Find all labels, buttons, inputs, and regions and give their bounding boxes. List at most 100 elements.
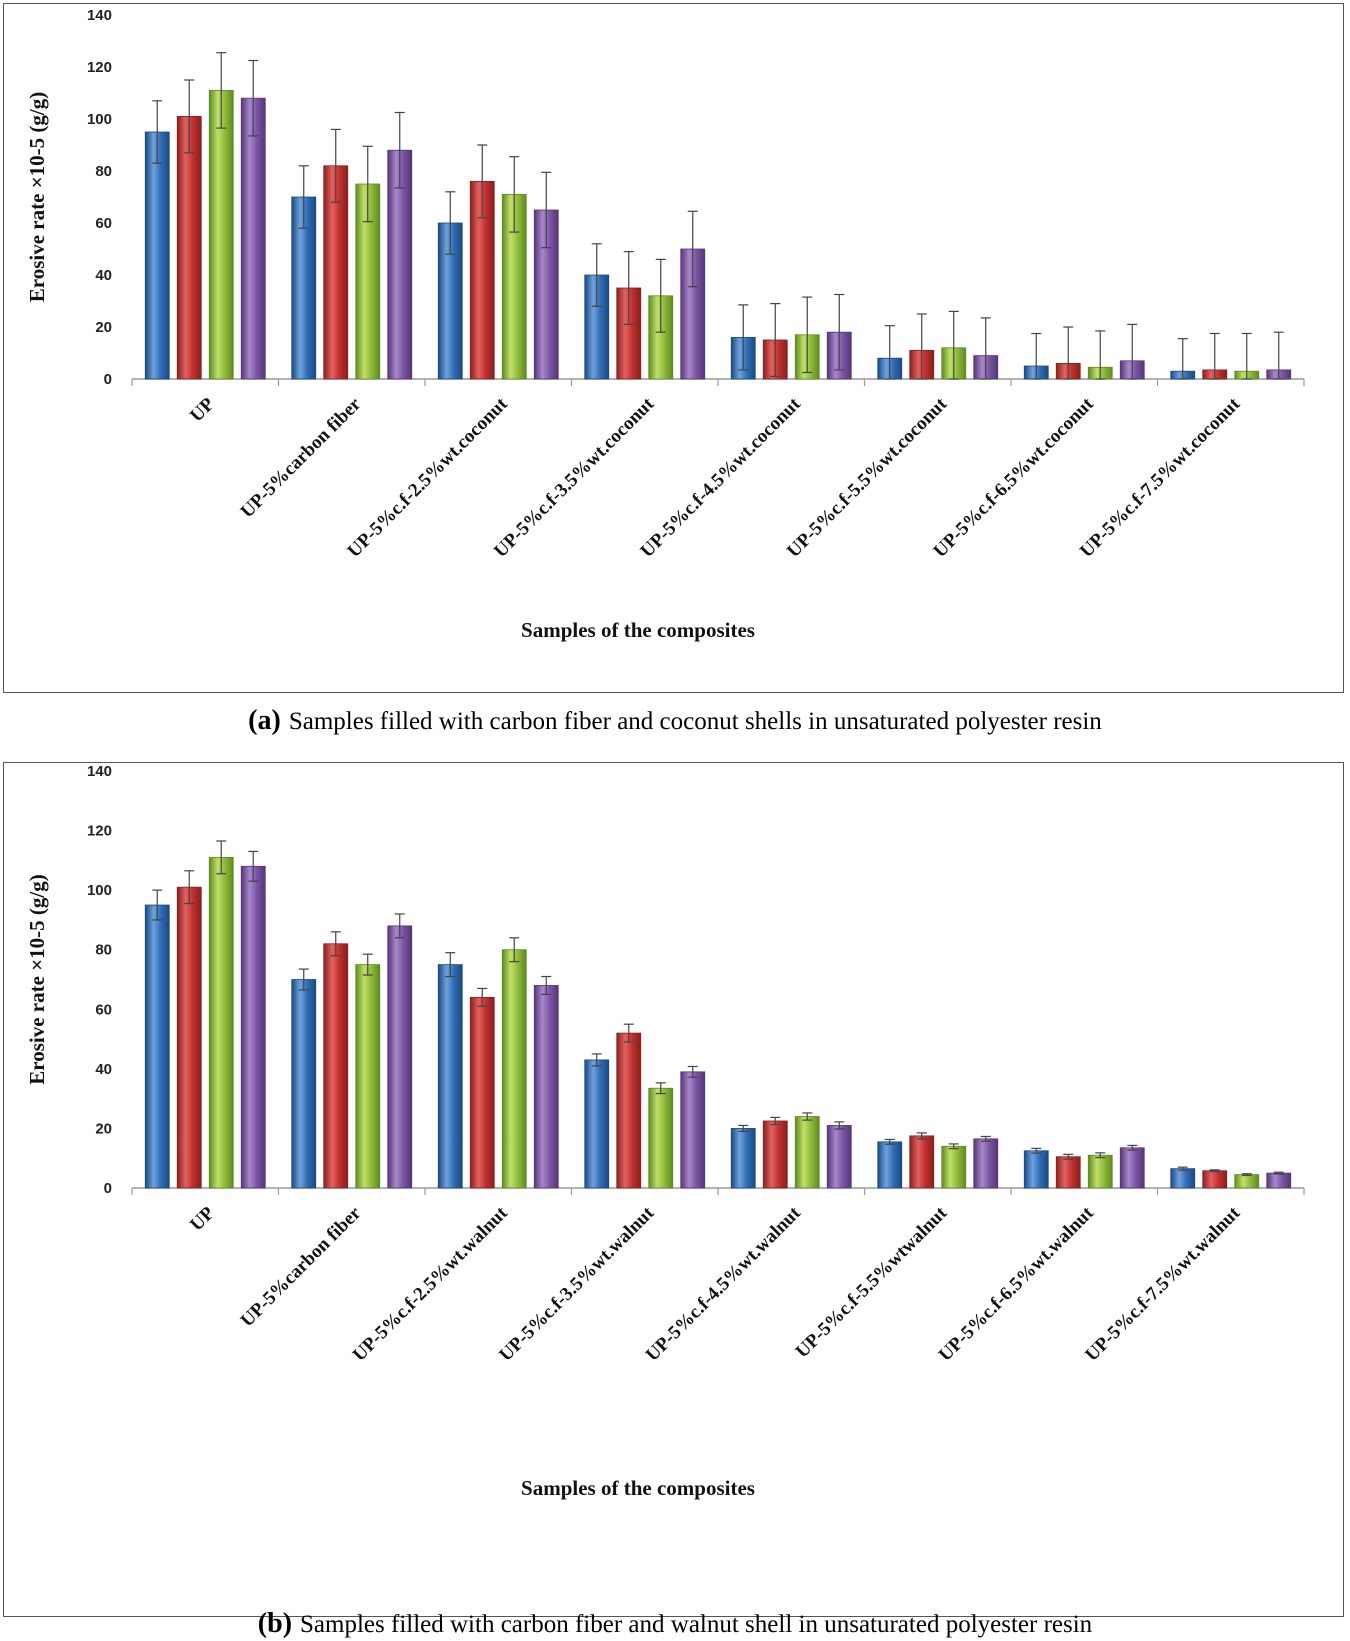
y-tick-label: 20 xyxy=(95,1120,112,1137)
error-bar xyxy=(541,975,552,995)
caption-tag-b: (b) xyxy=(257,1608,293,1639)
error-bar xyxy=(1209,332,1220,380)
error-bar xyxy=(394,111,405,189)
bar xyxy=(208,90,234,380)
error-bar xyxy=(623,1023,634,1043)
error-bar xyxy=(1209,1169,1220,1173)
error-bar xyxy=(802,296,813,374)
caption-tag-a: (a) xyxy=(248,705,281,736)
y-tick-label: 120 xyxy=(87,59,112,76)
error-bar xyxy=(445,952,456,978)
y-tick-label: 80 xyxy=(95,942,112,959)
category-label: UP-5%carbon fiber xyxy=(237,1202,366,1331)
bar xyxy=(826,1125,852,1189)
error-bar xyxy=(216,840,227,875)
error-bar xyxy=(1095,1152,1106,1159)
bar xyxy=(240,865,266,1189)
error-bar xyxy=(884,1138,895,1145)
y-tick-label: 140 xyxy=(87,7,112,24)
category-label: UP-5%c.f-7.5%wt.walnut xyxy=(1081,1202,1244,1365)
bar xyxy=(176,116,202,380)
category-label: UP-5%c.f-4.5%wt.walnut xyxy=(642,1202,805,1365)
bar xyxy=(291,979,317,1189)
error-bar xyxy=(948,310,959,380)
error-bar xyxy=(1177,338,1188,380)
error-bar xyxy=(591,243,602,307)
category-label: UP xyxy=(186,393,219,426)
error-bar xyxy=(770,303,781,377)
error-bar xyxy=(655,1082,666,1095)
bar xyxy=(208,856,234,1189)
error-bar xyxy=(980,317,991,380)
error-bar xyxy=(802,1112,813,1121)
error-bar xyxy=(770,1116,781,1126)
y-tick-label: 100 xyxy=(87,111,112,128)
error-bar xyxy=(916,1132,927,1140)
error-bar xyxy=(655,258,666,333)
y-tick-label: 100 xyxy=(87,882,112,899)
y-tick-label: 0 xyxy=(104,1180,112,1197)
bar xyxy=(1266,1172,1292,1189)
chart-panel-a: 0 20 40 60 80 100 120 140 UP UP-5%carbon fiber UP-… xyxy=(3,3,1344,693)
error-bar xyxy=(1241,332,1252,380)
category-label: UP-5%c.f-2.5%wt.coconut xyxy=(344,393,513,562)
error-bar xyxy=(298,165,309,229)
error-bar xyxy=(541,171,552,249)
y-axis-title: Erosive rate ×10-5 (g/g) xyxy=(25,874,49,1084)
error-bar xyxy=(184,870,195,905)
error-bar xyxy=(330,931,341,957)
error-bar xyxy=(1063,326,1074,380)
error-bar xyxy=(362,145,373,223)
bar xyxy=(1234,1174,1260,1189)
bar xyxy=(909,1135,935,1189)
error-bar xyxy=(1127,1144,1138,1151)
error-bar xyxy=(980,1135,991,1142)
bar xyxy=(387,925,413,1189)
bar xyxy=(437,964,463,1189)
error-bar xyxy=(1095,330,1106,380)
error-bar xyxy=(362,953,373,976)
bar xyxy=(144,904,170,1189)
y-tick-label: 60 xyxy=(95,215,112,232)
error-bar xyxy=(738,1124,749,1133)
bar xyxy=(794,1116,820,1189)
category-label: UP-5%c.f-6.5%wt.coconut xyxy=(930,393,1099,562)
bar xyxy=(176,886,202,1189)
error-bar xyxy=(184,79,195,154)
category-label: UP-5%c.f-3.5%wt.coconut xyxy=(490,393,659,562)
bar xyxy=(355,964,381,1189)
error-bar xyxy=(477,144,488,219)
error-bar xyxy=(687,210,698,288)
error-bar xyxy=(1063,1153,1074,1160)
figure-caption-b: (b) Samples filled with carbon fiber and … xyxy=(0,1608,1350,1640)
bar xyxy=(762,1120,788,1189)
bar xyxy=(584,1059,610,1189)
category-label: UP xyxy=(186,1202,219,1235)
bar xyxy=(323,943,349,1189)
bar xyxy=(469,996,495,1189)
error-bar xyxy=(738,304,749,371)
error-bar xyxy=(216,52,227,129)
x-axis-title: Samples of the composites xyxy=(521,618,755,642)
error-bar xyxy=(1031,332,1042,380)
error-bar xyxy=(687,1065,698,1078)
error-bar xyxy=(248,850,259,882)
error-bar xyxy=(1127,323,1138,380)
error-bar xyxy=(884,325,895,380)
bar xyxy=(680,1071,706,1189)
bar xyxy=(240,97,266,380)
x-axis-title: Samples of the composites xyxy=(521,1476,755,1500)
y-tick-label: 80 xyxy=(95,163,112,180)
error-bar xyxy=(509,937,520,963)
error-bar xyxy=(948,1143,959,1150)
y-tick-label: 40 xyxy=(95,267,112,284)
error-bar xyxy=(1031,1147,1042,1154)
category-label: UP-5%c.f-7.5%wt.coconut xyxy=(1076,393,1245,562)
category-label: UP-5%c.f-4.5%wt.coconut xyxy=(637,393,806,562)
category-label: UP-5%carbon fiber xyxy=(237,393,366,522)
error-bar xyxy=(445,191,456,255)
error-bar xyxy=(394,913,405,939)
y-tick-label: 20 xyxy=(95,319,112,336)
bar xyxy=(501,949,527,1189)
